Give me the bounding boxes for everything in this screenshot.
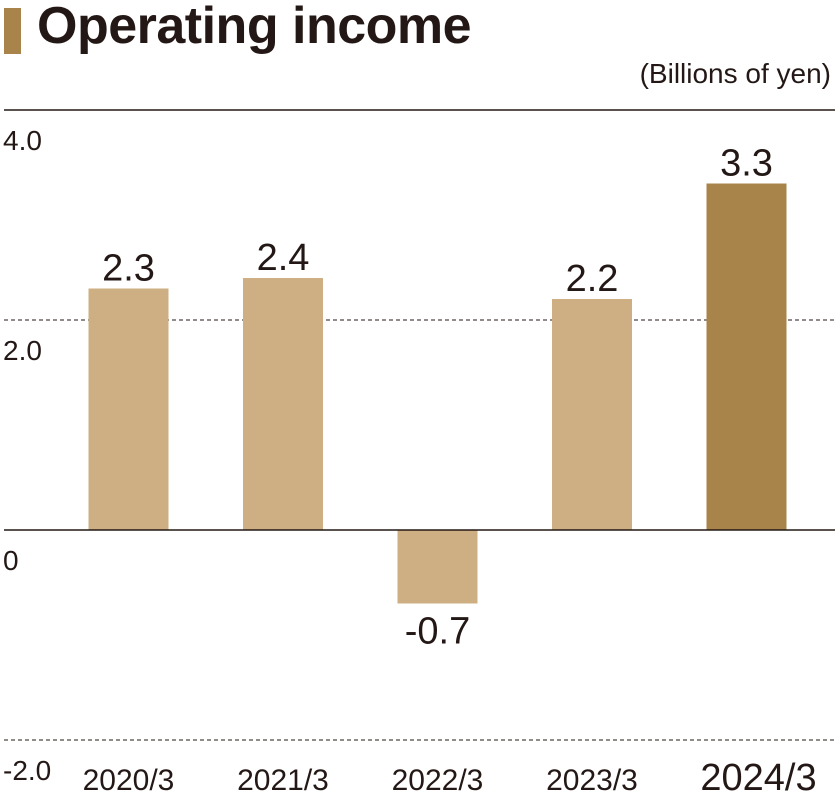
x-tick-label: 2024/3 — [700, 757, 816, 799]
data-label: 2.3 — [102, 248, 155, 290]
data-label: -0.7 — [405, 611, 470, 653]
y-tick-label: -2.0 — [3, 755, 51, 786]
title-accent-bar — [4, 8, 21, 54]
data-label: 3.3 — [720, 143, 773, 185]
bar-2022-3 — [397, 530, 478, 604]
x-tick-label: 2023/3 — [546, 764, 638, 797]
bar-2020-3 — [88, 288, 169, 530]
bar-2024-3 — [706, 183, 787, 530]
data-label: 2.2 — [566, 258, 619, 300]
data-label: 2.4 — [257, 237, 310, 279]
x-tick-label: 2022/3 — [392, 764, 484, 797]
y-tick-label: 2.0 — [3, 335, 42, 366]
chart-title: Operating income — [37, 0, 472, 55]
y-tick-label: 0 — [3, 545, 19, 576]
y-tick-label: 4.0 — [3, 125, 42, 156]
x-tick-label: 2021/3 — [237, 764, 329, 797]
bar-2023-3 — [552, 299, 632, 530]
x-tick-label: 2020/3 — [83, 764, 175, 797]
unit-label: (Billions of yen) — [639, 58, 831, 89]
bar-2021-3 — [243, 278, 323, 530]
